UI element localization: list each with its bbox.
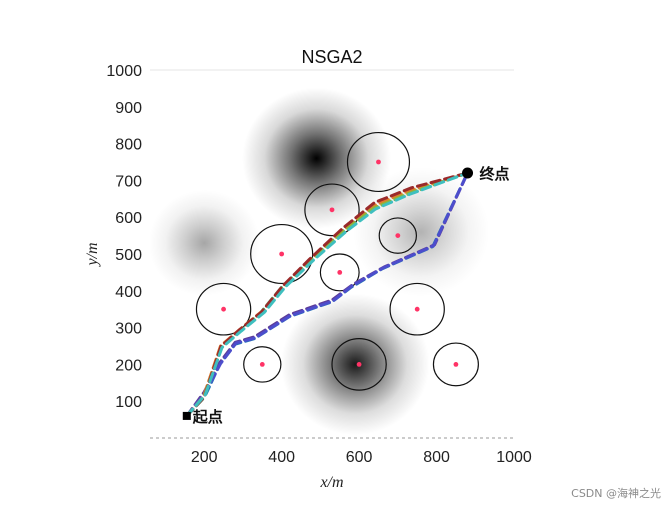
obstacle-center (329, 207, 335, 213)
path-line (185, 171, 469, 418)
obstacle-center (337, 270, 343, 275)
obstacle-circle (389, 282, 445, 336)
y-tick-label: 600 (115, 210, 142, 227)
path-line (185, 171, 469, 418)
obstacle-center (453, 362, 459, 367)
x-tick-label: 200 (191, 449, 218, 466)
y-tick-label: 100 (115, 394, 142, 411)
y-tick-label: 1000 (106, 63, 142, 80)
x-axis-label: x/m (319, 474, 343, 491)
y-tick-label: 500 (115, 247, 142, 264)
obstacle-circle (346, 131, 411, 193)
y-axis-label: y/m (84, 242, 101, 267)
markers: 起点 终点 (182, 165, 510, 426)
obstacle-circle (319, 253, 360, 292)
terrain-peak-2 (150, 189, 260, 296)
watermark: CSDN @海神之光 (571, 487, 661, 500)
x-tick-label: 1000 (496, 449, 532, 466)
obstacle-circle (331, 338, 387, 391)
end-label: 终点 (480, 165, 510, 183)
paths (185, 171, 469, 418)
y-tick-label: 300 (115, 321, 142, 338)
y-tick-label: 200 (115, 357, 142, 374)
end-marker (462, 167, 474, 179)
obstacle-center (376, 159, 381, 165)
obstacle-circle (432, 342, 479, 387)
obstacle-circle (195, 282, 252, 336)
obstacle-center (279, 251, 285, 257)
obstacle-center (221, 306, 226, 312)
obstacle-circle (378, 217, 418, 254)
obstacle-center (259, 362, 265, 367)
terrain-peak-1 (280, 293, 430, 436)
obstacle-circle (250, 223, 314, 285)
obstacle-circle (243, 346, 282, 383)
start-marker (182, 411, 191, 420)
x-tick-label: 800 (423, 449, 450, 466)
x-tick-label: 400 (268, 449, 295, 466)
obstacle-center (356, 362, 362, 367)
axes: 200 400 600 800 1000 100 200 300 400 500 600 700 800… (106, 63, 531, 466)
obstacles (195, 131, 479, 391)
x-tick-label: 600 (346, 449, 373, 466)
obstacle-circle (304, 183, 360, 237)
chart-title: NSGA2 (301, 47, 362, 67)
y-tick-label: 700 (115, 173, 142, 190)
start-label: 起点 (192, 408, 223, 426)
y-tick-label: 400 (115, 284, 142, 301)
y-tick-label: 900 (115, 100, 142, 117)
obstacle-center (395, 233, 401, 239)
obstacle-center (414, 306, 420, 312)
y-tick-label: 800 (115, 137, 142, 154)
terrain-layer (150, 70, 514, 438)
